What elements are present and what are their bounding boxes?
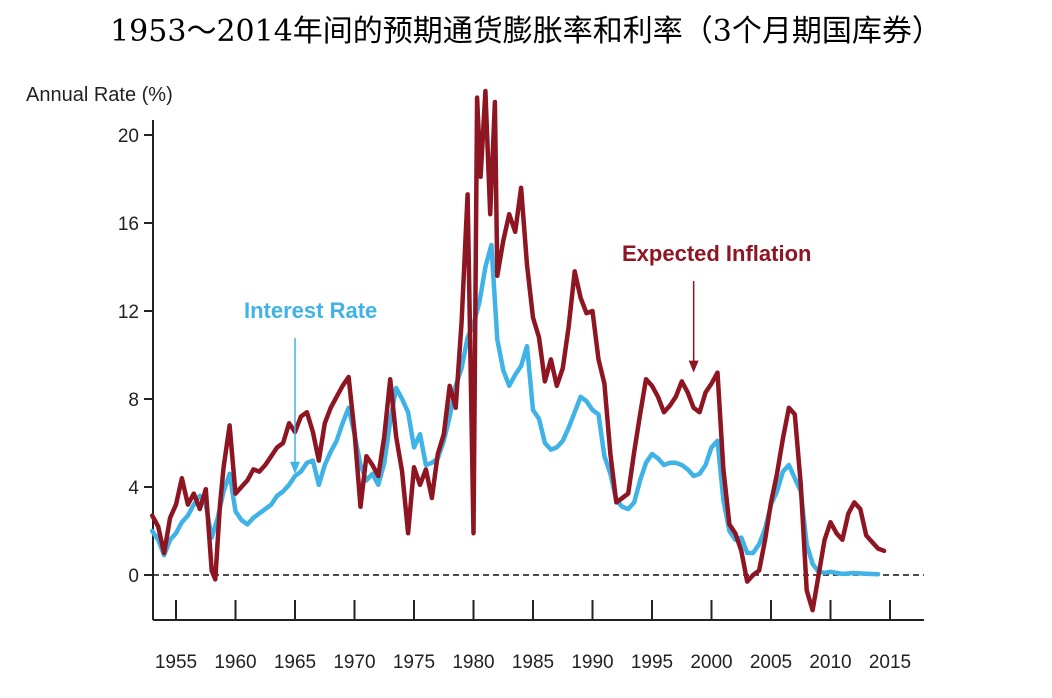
x-tick-label: 2005 [750, 652, 792, 673]
annotation-arrowhead-inflation [688, 360, 699, 373]
x-tick-label: 1995 [631, 652, 673, 673]
x-tick-label: 2000 [690, 652, 732, 673]
x-tick-label: 1955 [155, 652, 197, 673]
axes [144, 120, 924, 621]
x-tick-label: 1970 [333, 652, 375, 673]
y-tick-label: 4 [128, 478, 139, 499]
x-tick-label: 1975 [393, 652, 435, 673]
x-tick-label: 2015 [869, 652, 911, 673]
annotations: Interest Rate Expected Inflation [244, 241, 811, 474]
chart-title: 1953～2014年间的预期通货膨胀率和利率（3个月期国库券） [110, 14, 942, 49]
y-tick-label: 20 [118, 126, 139, 147]
y-tick-label: 12 [118, 302, 139, 323]
annotation-arrowhead-interest [290, 461, 300, 474]
y-tick-label: 8 [128, 390, 139, 411]
y-axis-label: Annual Rate (%) [26, 84, 173, 106]
tick-labels: Annual Rate (%) 0 4 8 12 16 20 1955 1960 1965 1970… [26, 84, 911, 673]
x-tick-label: 2010 [809, 652, 851, 673]
x-tick-label: 1965 [274, 652, 316, 673]
series-line-inflation [149, 88, 887, 613]
y-tick-label: 16 [118, 214, 139, 235]
y-tick-label: 0 [128, 566, 139, 587]
annotation-inflation: Expected Inflation [622, 241, 811, 266]
annotation-interest: Interest Rate [244, 298, 377, 323]
x-tick-label: 1990 [571, 652, 613, 673]
x-tick-label: 1960 [214, 652, 256, 673]
x-tick-label: 1980 [452, 652, 494, 673]
series-lines [149, 88, 887, 613]
x-tick-label: 1985 [512, 652, 554, 673]
